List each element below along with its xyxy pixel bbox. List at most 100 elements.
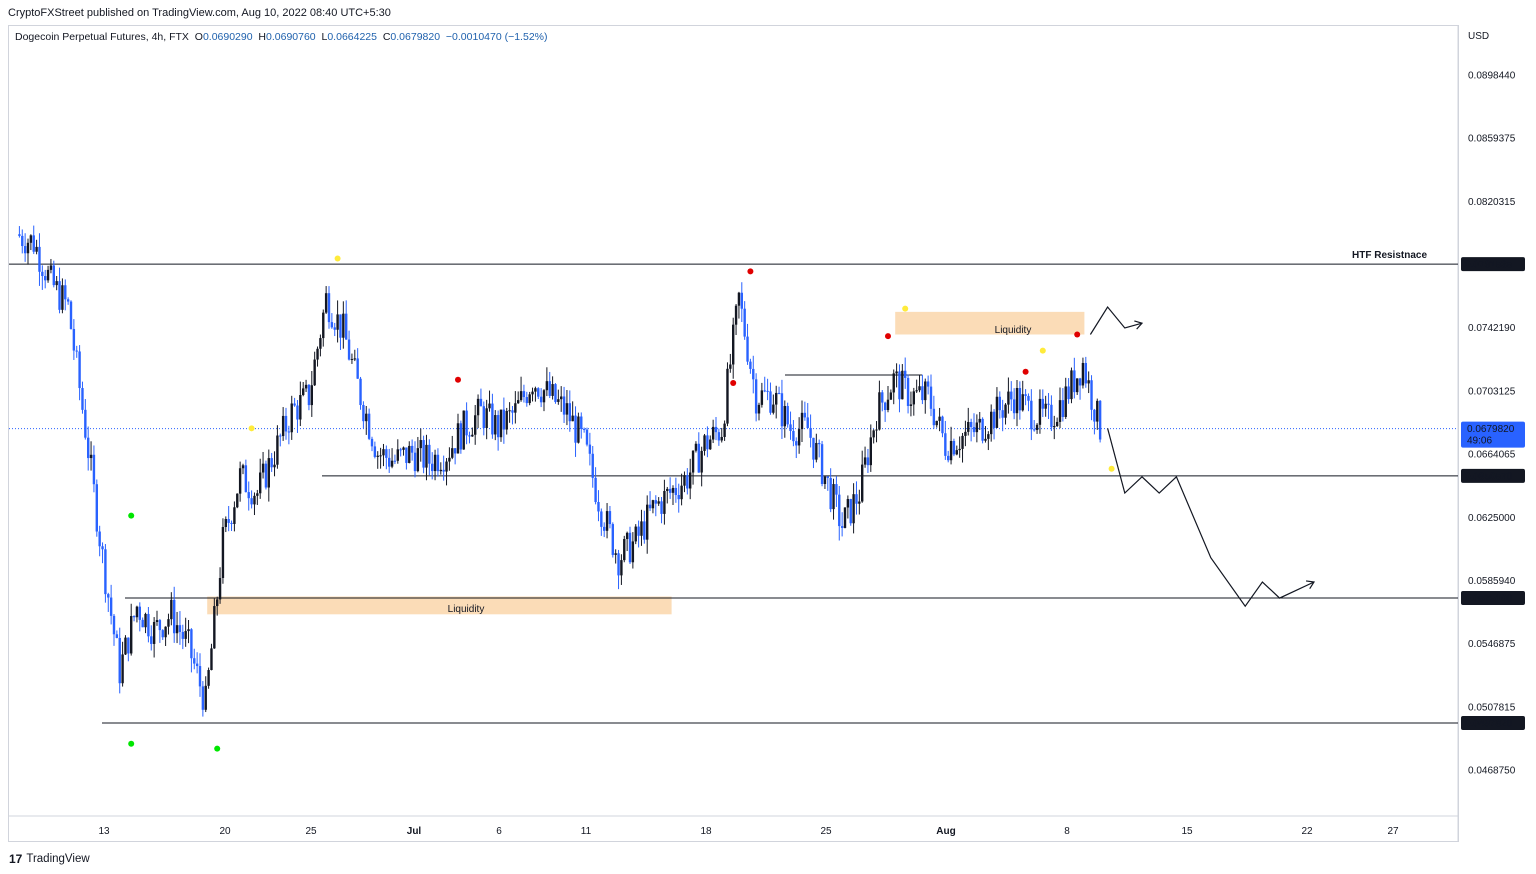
candle-body [459,423,463,450]
candle-body [230,522,233,524]
candle-body [832,484,835,510]
candle-body [350,358,354,360]
candle-body [574,415,577,443]
candle-body [1010,391,1013,400]
candle-body [849,499,852,524]
level-price-badge [1461,468,1525,483]
candle-body [445,461,448,472]
candle-body [603,526,606,531]
swing-marker-green [128,512,135,519]
candle-body [557,399,560,402]
candle-body [324,293,328,313]
candle-body [729,364,732,369]
candle-body [373,446,377,457]
candle-body [236,493,239,508]
candle-body [224,519,227,528]
htf-resistance-label: HTF Resistnace [1352,250,1427,261]
swing-marker-yellow [902,305,909,312]
projection-path[interactable] [1089,305,1143,335]
candle-body [929,386,933,409]
candle-body [582,428,586,430]
candle-body [474,415,477,435]
candle-body [955,450,958,455]
candle-body [763,390,766,392]
candle-body [740,292,743,309]
candle-body [944,433,947,456]
candle-body [494,415,497,435]
candle-body [812,437,815,460]
candle-body [261,463,265,473]
candle-body [797,429,801,446]
candle-body [112,615,116,635]
candle-body [1015,388,1019,414]
candle-body [233,507,236,524]
candle-body [754,379,758,414]
candle-body [1021,394,1024,411]
candle-body [809,427,812,438]
candle-body [319,338,322,349]
candle-body [720,436,723,441]
candle-body [700,450,703,473]
candle-body [714,426,718,433]
tradingview-brand[interactable]: 17 TradingView [9,852,90,866]
candle-body [207,670,210,686]
candle-body [322,312,325,339]
candle-body [376,455,379,457]
candle-body [1078,378,1082,386]
candle-body [752,368,755,380]
candle-body [287,431,291,433]
candle-body [915,390,918,392]
candle-body [408,445,411,463]
candle-body [482,406,485,429]
candle-body [44,276,47,281]
candle-body [405,447,408,463]
projection-path[interactable] [1107,428,1315,608]
candle-body [660,501,663,514]
candle-body [967,421,970,432]
candle-body [101,546,104,550]
candle-body [313,359,316,386]
candle-body [941,416,944,434]
candle-body [476,398,480,416]
candle-body [247,492,250,499]
candle-body [694,443,698,451]
candle-body [1041,398,1044,409]
low-label: L [321,31,328,43]
candle-body [657,501,660,504]
candle-body [846,499,850,508]
candle-body [356,358,359,379]
candle-body [789,424,792,431]
candle-body [327,293,331,323]
open-label: O [194,31,203,43]
candle-body [1098,400,1102,440]
candle-body [628,532,632,563]
candle-body [938,416,941,421]
candle-body [855,494,858,504]
candle-body [803,412,807,418]
tradingview-logo-icon: 17 [9,852,23,866]
candle-body [485,408,488,429]
price-tick-label: 0.0742190 [1468,323,1516,334]
candle-body [187,629,190,632]
candle-body [975,422,979,433]
candle-body [302,388,305,396]
candle-body [299,395,302,420]
candle-body [826,476,829,478]
candle-body [906,377,910,406]
candle-body [875,429,878,431]
candle-body [1087,380,1090,384]
liquidity-zone [895,311,1085,335]
candle-body [734,305,738,325]
candle-body [737,292,741,306]
candle-body [531,391,534,395]
price-tick-label: 0.0820315 [1468,197,1516,208]
price-tick-label: 0.0585940 [1468,576,1516,587]
candle-body [866,457,870,466]
candle-body [402,447,405,450]
candle-body [981,418,984,441]
candle-body [760,390,764,405]
swing-marker-red [730,380,737,387]
candle-body [1004,404,1007,418]
candle-body [554,384,557,402]
